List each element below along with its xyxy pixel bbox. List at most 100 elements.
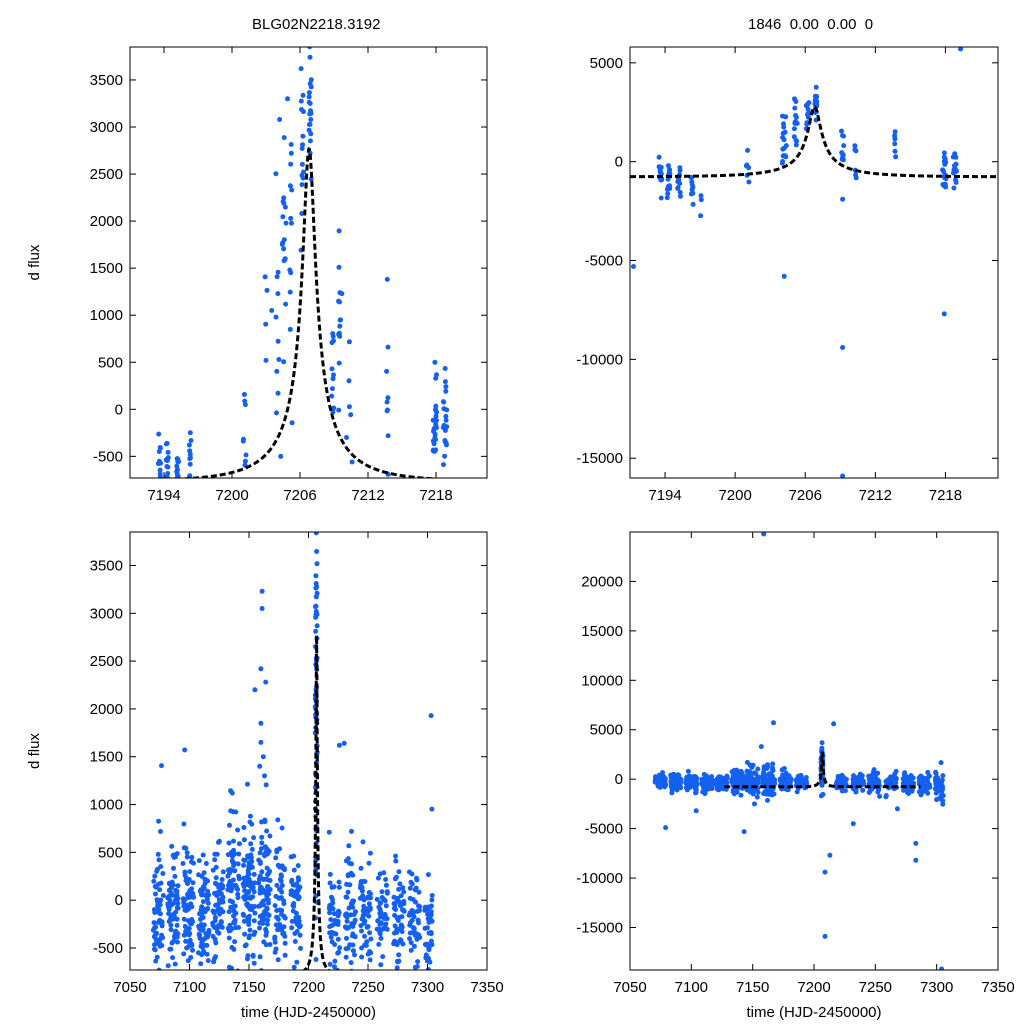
data-point [233, 910, 239, 916]
data-point [287, 289, 293, 295]
data-point [279, 908, 285, 913]
data-point [378, 914, 383, 920]
panel-top-right: 7194 7200 7206 7212 7218 -15000 -10000 -5000 0 50… [576, 46, 999, 504]
data-point [399, 924, 405, 930]
data-point [168, 927, 174, 933]
data-point [196, 858, 202, 864]
data-point [331, 372, 336, 378]
data-point [785, 787, 791, 793]
data-point [734, 770, 740, 776]
data-point [282, 940, 288, 946]
data-point [189, 904, 195, 910]
y-tick-label: 0 [615, 771, 623, 788]
data-point [327, 924, 333, 930]
data-point [184, 945, 190, 951]
data-point [181, 899, 187, 905]
data-point [276, 895, 282, 901]
data-point [401, 901, 407, 907]
data-point [181, 916, 187, 922]
data-point [385, 395, 391, 401]
data-point [407, 936, 413, 942]
data-point [210, 908, 216, 914]
data-point [166, 887, 172, 893]
data-point [433, 437, 439, 442]
data-point [892, 771, 898, 777]
data-point [359, 945, 365, 951]
data-point [280, 214, 286, 220]
data-point [343, 954, 349, 960]
data-point [164, 464, 170, 469]
data-point [855, 776, 861, 781]
data-point [204, 896, 210, 902]
data-point [414, 875, 419, 881]
data-point [791, 134, 797, 140]
data-point [257, 763, 263, 769]
data-point [426, 930, 432, 936]
x-tick-label: 7050 [613, 979, 646, 996]
data-point [676, 780, 682, 786]
data-point [241, 392, 247, 397]
data-point [263, 357, 269, 363]
data-point [181, 845, 187, 851]
data-point [188, 955, 194, 960]
data-point [166, 880, 172, 886]
data-point [940, 773, 946, 779]
data-point [364, 924, 370, 930]
data-point [953, 177, 959, 183]
data-point [333, 991, 338, 996]
x-tick-label: 7200 [797, 979, 830, 996]
data-point [212, 851, 218, 857]
data-point [749, 777, 755, 783]
data-point [385, 433, 391, 439]
y-tick-label: 1000 [90, 307, 123, 324]
data-point [344, 918, 350, 924]
data-point [367, 905, 373, 911]
data-point [277, 117, 283, 122]
data-point [770, 761, 776, 767]
data-point [336, 360, 342, 366]
data-point [205, 934, 210, 940]
data-point [793, 142, 799, 148]
data-point [329, 939, 335, 945]
data-point [285, 96, 290, 102]
data-point [875, 789, 881, 795]
data-point [350, 872, 356, 878]
x-tick-label: 7206 [789, 487, 822, 504]
data-point [287, 326, 293, 332]
data-point [301, 109, 306, 115]
data-point [913, 840, 919, 846]
data-point [432, 431, 438, 437]
data-point [252, 971, 257, 976]
data-point [153, 891, 158, 897]
data-point [699, 776, 705, 782]
data-point [257, 925, 262, 931]
data-point [233, 809, 239, 815]
data-point [226, 882, 231, 888]
y-tick-label: 0 [615, 154, 623, 171]
data-point [235, 895, 241, 901]
data-point [870, 771, 876, 777]
data-point [738, 792, 744, 798]
data-point [765, 797, 770, 803]
data-point [236, 851, 242, 857]
data-point [274, 410, 279, 416]
data-point [160, 893, 166, 898]
x-tick-label: 7350 [470, 979, 503, 996]
data-point [236, 925, 241, 930]
data-point [401, 889, 407, 895]
data-point [841, 143, 847, 149]
data-point [350, 924, 356, 929]
data-point [198, 887, 204, 893]
data-point [753, 771, 759, 777]
y-tick-label: 2000 [90, 701, 123, 718]
data-point [658, 164, 664, 170]
data-point [152, 873, 158, 879]
data-point [267, 833, 273, 839]
data-point [281, 135, 287, 141]
data-point [266, 912, 272, 918]
data-point [413, 899, 418, 905]
data-point [761, 532, 767, 537]
data-point [183, 938, 189, 944]
data-point [813, 84, 819, 90]
data-point [892, 133, 898, 139]
